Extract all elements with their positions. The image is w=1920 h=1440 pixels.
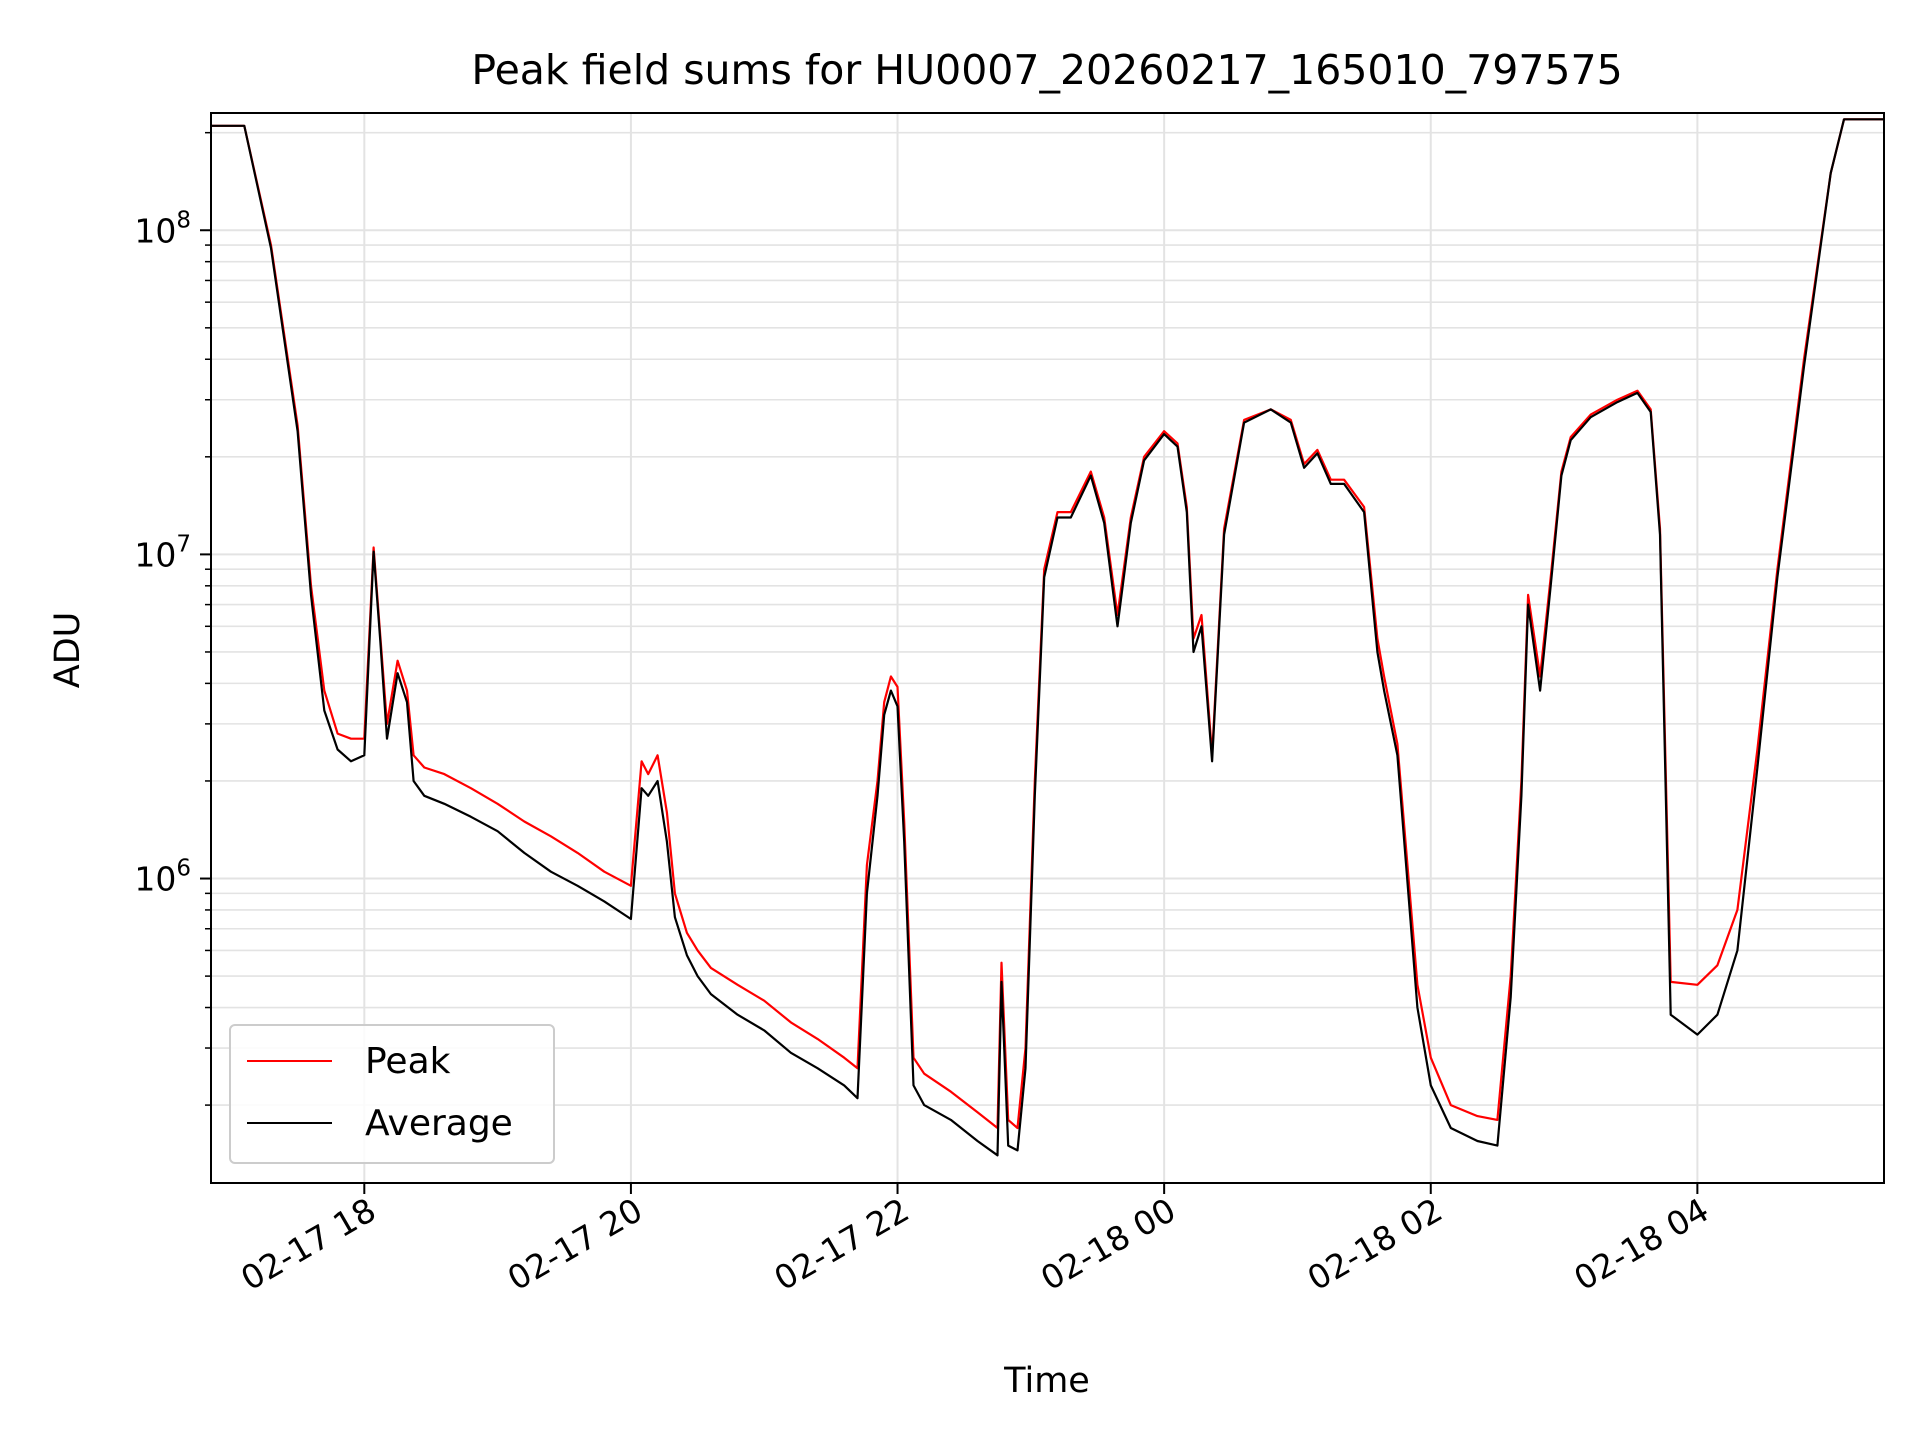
y-tick-label: 107 — [134, 531, 191, 574]
plot-area-frame — [210, 112, 1885, 1184]
y-tick-label: 108 — [134, 207, 191, 250]
series-line-average — [211, 118, 1884, 1157]
y-tick-label: 106 — [134, 856, 191, 899]
legend: Peak Average — [229, 1024, 555, 1164]
legend-label-average: Average — [365, 1103, 513, 1144]
legend-label-peak: Peak — [365, 1041, 451, 1082]
x-axis-label: Time — [1003, 1361, 1090, 1401]
chart-title: Peak field sums for HU0007_20260217_1650… — [471, 46, 1622, 94]
series-layer — [211, 118, 1884, 1157]
legend-box — [229, 1024, 555, 1164]
y-axis: 106 107 108 — [134, 131, 211, 1106]
y-axis-label: ADU — [48, 612, 88, 689]
